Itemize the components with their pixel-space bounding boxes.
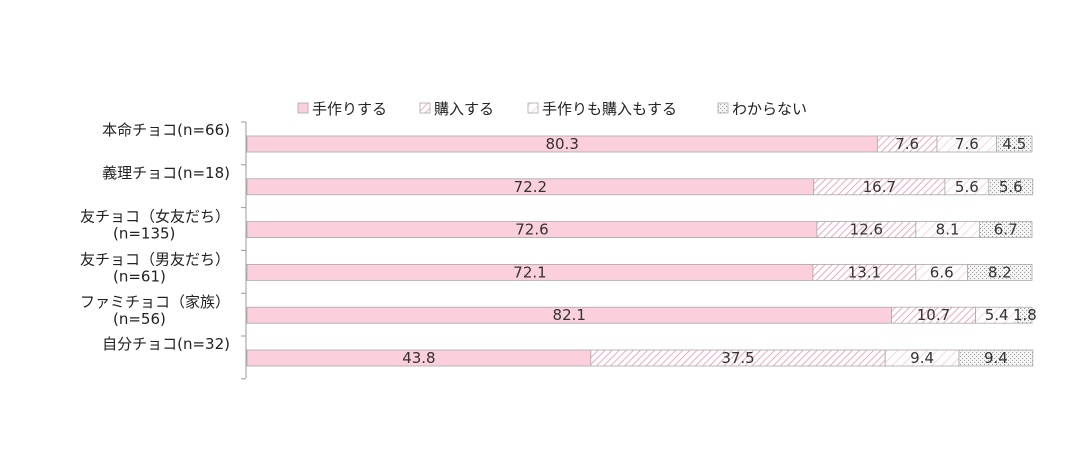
data-label: 8.2 — [988, 263, 1012, 281]
data-label: 72.6 — [515, 221, 548, 239]
data-label: 5.6 — [955, 178, 979, 196]
data-label: 1.8 — [1013, 306, 1037, 324]
data-label: 13.1 — [848, 263, 881, 281]
data-label: 8.1 — [936, 221, 960, 239]
legend-swatch — [527, 102, 539, 114]
data-label: 37.5 — [721, 349, 754, 367]
bar-segment — [996, 135, 1033, 153]
category-label: 友チョコ（女友だち） — [80, 208, 230, 226]
data-label: 6.6 — [930, 263, 954, 281]
category-label: 友チョコ（男友だち） — [80, 250, 230, 268]
legend-swatch — [297, 102, 309, 114]
data-label: 7.6 — [895, 135, 919, 153]
legend-label: わからない — [732, 100, 807, 118]
category-label: 自分チョコ(n=32) — [102, 335, 230, 353]
legend-label: 購入する — [434, 100, 494, 118]
legend-label: 手作りも購入もする — [542, 100, 677, 118]
category-label: (n=135) — [113, 225, 175, 243]
legend-label: 手作りする — [312, 100, 387, 118]
category-label: 義理チョコ(n=18) — [102, 164, 230, 182]
legend: 手作りする 購入する 手作りも購入もする わからない — [297, 100, 807, 118]
data-label: 6.7 — [994, 221, 1018, 239]
category-label: (n=56) — [113, 310, 166, 328]
data-label: 5.4 — [985, 306, 1009, 324]
bar-segment — [958, 349, 1034, 367]
data-label: 80.3 — [545, 135, 578, 153]
data-label: 72.2 — [514, 178, 547, 196]
data-label: 10.7 — [917, 306, 950, 324]
data-label: 5.6 — [999, 178, 1023, 196]
bar-segment — [1017, 306, 1033, 324]
data-label: 7.6 — [955, 135, 979, 153]
bar-segment — [967, 263, 1033, 281]
data-label: 16.7 — [863, 178, 896, 196]
category-label: 本命チョコ(n=66) — [102, 121, 230, 139]
legend-swatch — [419, 102, 431, 114]
data-label: 43.8 — [402, 349, 435, 367]
category-labels: 本命チョコ(n=66) 義理チョコ(n=18) 友チョコ（女友だち）(n=135) 友… — [80, 121, 230, 353]
bar-segment — [979, 221, 1033, 239]
data-label: 4.5 — [1002, 135, 1026, 153]
data-label: 9.4 — [910, 349, 934, 367]
data-label: 9.4 — [984, 349, 1008, 367]
category-label: ファミチョコ（家族） — [80, 293, 230, 311]
data-label: 82.1 — [553, 306, 586, 324]
data-label: 72.1 — [513, 263, 546, 281]
category-label: (n=61) — [113, 267, 166, 285]
bar-segment — [988, 178, 1034, 196]
axis-ticks — [241, 121, 246, 380]
data-label: 12.6 — [850, 221, 883, 239]
bars: 80.3 7.6 7.6 4.5 72.2 16.7 5.6 5.6 72.6 12.6 8.1 6.… — [246, 135, 1037, 367]
legend-swatch — [717, 102, 729, 114]
